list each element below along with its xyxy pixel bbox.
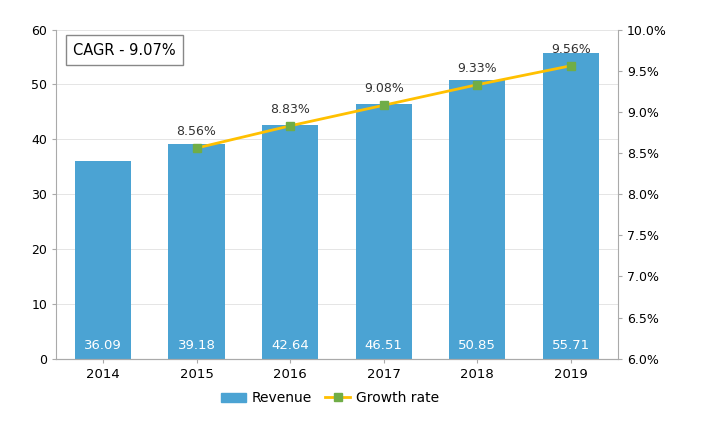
Legend: Revenue, Growth rate: Revenue, Growth rate (216, 386, 444, 411)
Text: 9.33%: 9.33% (458, 62, 497, 75)
Text: 8.56%: 8.56% (177, 125, 216, 138)
Text: 8.83%: 8.83% (270, 103, 310, 116)
Bar (75, 161, 131, 359)
Text: CAGR - 9.07%: CAGR - 9.07% (73, 43, 176, 58)
Text: 55.71: 55.71 (552, 339, 590, 352)
Text: 42.64: 42.64 (271, 339, 309, 352)
Text: 39.18: 39.18 (178, 339, 216, 352)
Text: 46.51: 46.51 (365, 339, 403, 352)
Bar (168, 144, 225, 359)
Text: 36.09: 36.09 (84, 339, 122, 352)
Bar (543, 53, 599, 359)
Bar (356, 103, 412, 359)
Bar (262, 125, 318, 359)
Text: 50.85: 50.85 (458, 339, 496, 352)
Bar (449, 80, 505, 359)
Text: 9.56%: 9.56% (551, 43, 591, 56)
Text: 9.08%: 9.08% (364, 82, 404, 95)
